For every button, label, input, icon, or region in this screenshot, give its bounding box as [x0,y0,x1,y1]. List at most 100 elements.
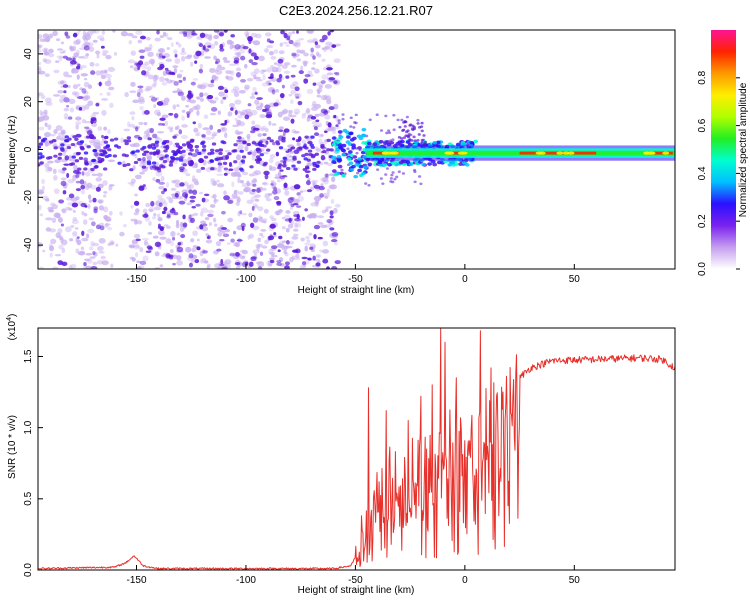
signal-dot [349,116,353,120]
snr-x-axis-label: Height of straight line (km) [298,585,415,596]
band-dot [285,166,291,171]
noise-dot-strong [227,199,234,205]
noise-dot [138,96,145,103]
band-dot [70,142,76,147]
noise-dot-strong [189,195,197,199]
noise-dot [229,41,235,45]
band-dot [182,163,187,167]
noise-dot [285,210,291,214]
noise-dot-strong [90,118,94,125]
noise-dot [80,189,86,195]
noise-dot [142,255,149,262]
noise-dot [299,190,304,193]
noise-dot [225,75,229,80]
noise-dot [113,51,118,56]
noise-dot [38,62,42,65]
noise-dot [90,241,95,247]
noise-dot [231,181,235,188]
band-dot [337,164,343,169]
noise-dot [287,223,294,229]
noise-dot-strong [180,234,186,239]
spectrogram-panel: -150 -100 -50 0 50 -40 -20 0 20 40 Height of str… [7,29,676,296]
noise-dot [84,120,93,124]
noise-dot [158,186,165,190]
noise-dot [57,235,63,238]
noise-dot [229,70,235,76]
noise-dot [236,197,241,203]
noise-dot [321,74,329,80]
noise-dot [224,262,229,267]
signal-dot [400,118,404,122]
noise-dot-strong [156,101,164,106]
band-dot [188,163,194,167]
noise-dot-strong [179,166,185,171]
signal-dot [337,121,341,125]
noise-dot-strong [333,72,340,75]
noise-dot-strong [307,257,312,261]
noise-dot [91,173,98,177]
noise-dot [161,254,167,258]
band-dot [341,173,346,178]
noise-dot [206,129,212,136]
noise-dot-strong [309,246,314,251]
noise-dot [162,31,167,37]
colorbar-label: Normalized spectral amplitude [738,82,749,217]
band-dot [70,162,76,166]
noise-dot [212,76,219,82]
noise-dot [190,61,194,67]
band-dot [40,139,46,143]
noise-dot [176,104,180,108]
noise-dot [53,142,58,147]
noise-dot [87,258,93,264]
noise-dot [315,254,321,258]
noise-dot [45,227,52,232]
noise-dot [129,65,134,69]
noise-dot-strong [301,261,307,265]
noise-dot-strong [233,230,237,235]
noise-dot [312,62,316,65]
noise-dot-strong [62,55,68,59]
band-dot [329,148,334,152]
noise-dot [38,34,43,40]
noise-dot [38,44,43,49]
noise-dot-strong [327,31,331,36]
band-dot [159,157,164,161]
noise-dot [160,175,165,182]
noise-dot [97,126,103,131]
noise-dot [292,198,300,204]
noise-dot [57,217,63,223]
band-dot [304,146,309,150]
noise-dot-strong [58,199,65,204]
noise-dot [247,136,251,143]
noise-dot [238,191,244,195]
noise-dot [106,92,111,96]
noise-dot [84,143,88,147]
noise-dot-strong [76,236,80,239]
noise-dot-strong [223,195,230,201]
noise-dot-strong [326,67,333,71]
noise-dot [284,62,291,66]
noise-dot [103,126,108,131]
noise-dot-strong [289,196,295,200]
noise-dot [56,48,64,51]
noise-dot [68,207,73,211]
band-dot [200,166,206,171]
noise-dot-strong [264,104,271,110]
signal-dot [385,131,389,135]
noise-dot-strong [66,104,70,108]
signal-dot [376,168,380,171]
noise-dot [54,159,61,164]
noise-dot-strong [174,53,178,58]
noise-dot-strong [83,157,88,162]
noise-dot [146,66,152,72]
noise-dot-strong [278,73,283,79]
signal-dot [384,114,388,118]
noise-dot [275,89,280,93]
noise-dot [108,86,115,91]
noise-dot [60,80,65,85]
noise-dot [63,71,69,78]
band-dot [218,151,223,156]
noise-dot [315,148,322,152]
noise-dot [284,252,289,257]
noise-dot [285,110,292,113]
